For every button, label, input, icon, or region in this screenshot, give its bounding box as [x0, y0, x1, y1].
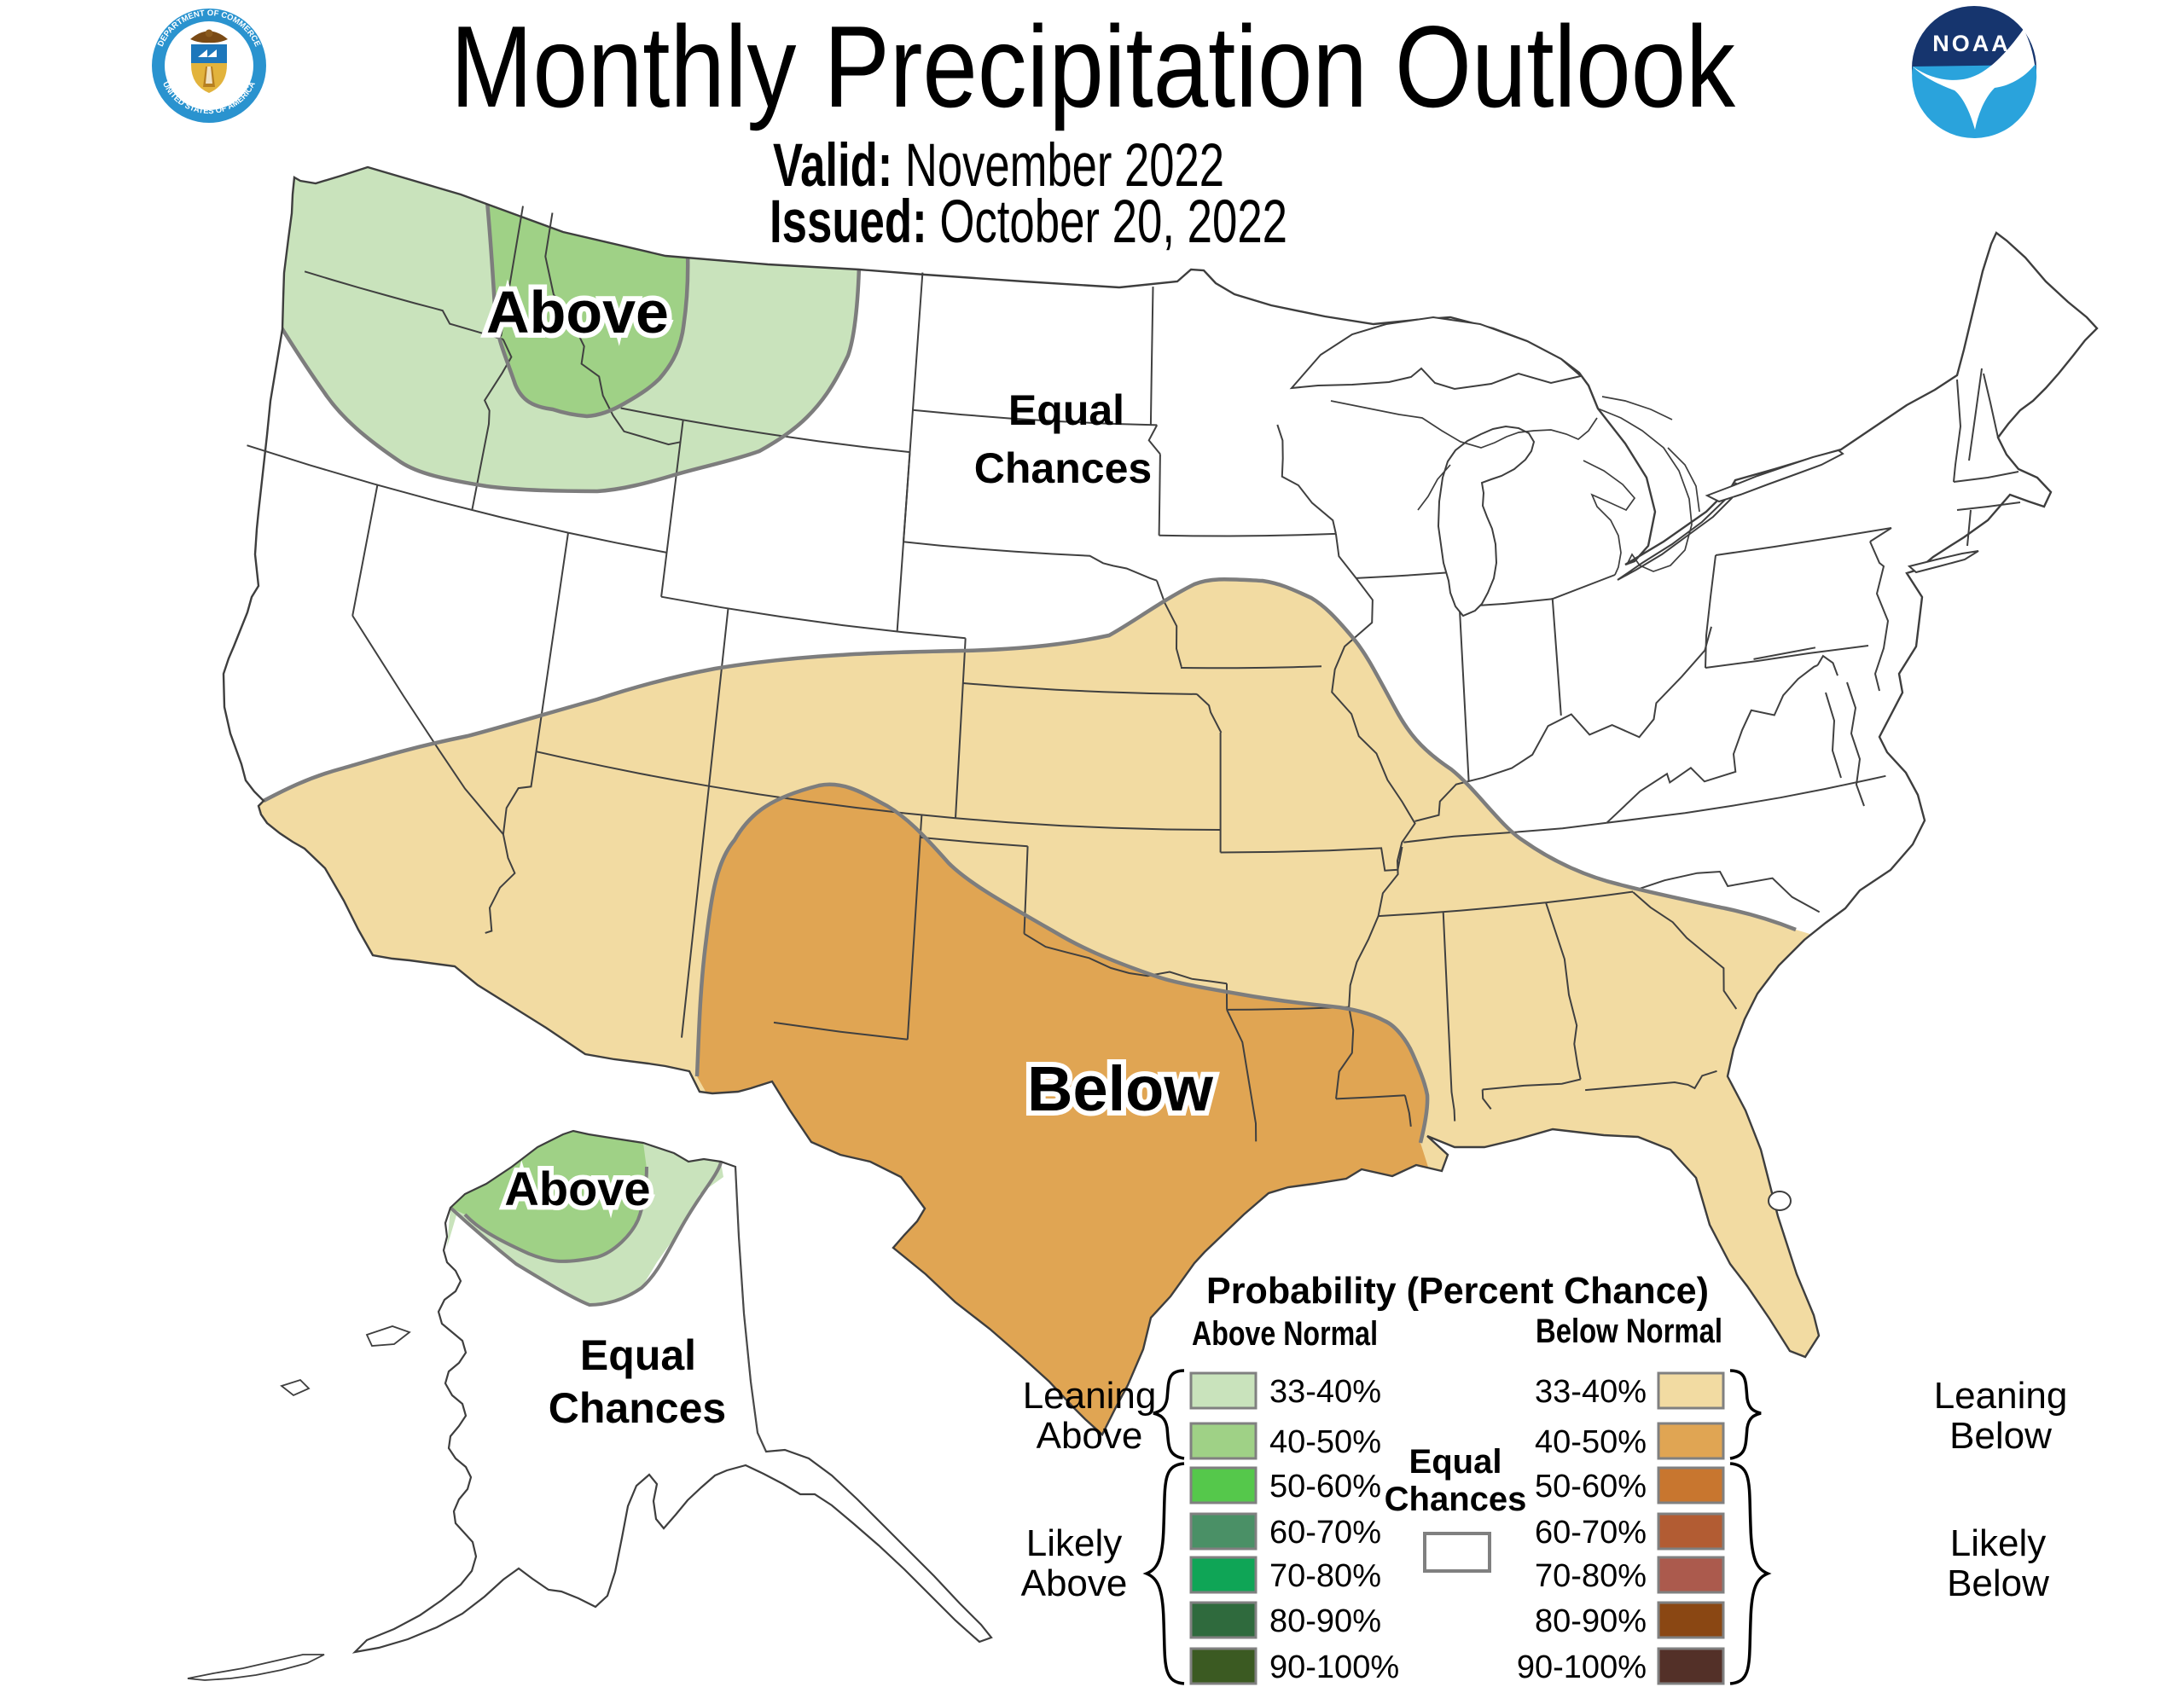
svg-text:Below: Below [1947, 1562, 2049, 1604]
svg-text:70-80%: 70-80% [1535, 1558, 1647, 1594]
svg-text:60-70%: 60-70% [1535, 1515, 1647, 1551]
svg-text:40-50%: 40-50% [1269, 1424, 1381, 1460]
svg-text:Below: Below [1949, 1415, 2052, 1457]
svg-text:80-90%: 80-90% [1535, 1603, 1647, 1639]
svg-text:Equal: Equal [1008, 386, 1124, 434]
svg-text:Issued: October 20, 2022: Issued: October 20, 2022 [770, 188, 1287, 256]
svg-text:Above: Above [1021, 1562, 1128, 1604]
svg-text:Likely: Likely [1950, 1522, 2047, 1564]
svg-text:NOAA: NOAA [1932, 31, 2011, 56]
svg-text:Above: Above [486, 279, 669, 345]
svg-text:Above: Above [504, 1162, 650, 1215]
svg-text:Above Normal: Above Normal [1192, 1315, 1378, 1353]
svg-text:Chances: Chances [1385, 1481, 1527, 1518]
svg-text:Equal: Equal [1409, 1443, 1502, 1481]
svg-text:Chances: Chances [974, 444, 1152, 492]
svg-text:90-100%: 90-100% [1517, 1649, 1647, 1685]
svg-text:33-40%: 33-40% [1269, 1374, 1381, 1410]
svg-text:50-60%: 50-60% [1269, 1469, 1381, 1504]
svg-text:Probability (Percent Chance): Probability (Percent Chance) [1206, 1270, 1709, 1312]
svg-text:Above: Above [1037, 1415, 1143, 1457]
svg-text:90-100%: 90-100% [1269, 1649, 1399, 1685]
svg-text:Equal: Equal [580, 1331, 696, 1379]
svg-text:Leaning: Leaning [1934, 1375, 2068, 1417]
svg-text:Monthly Precipitation Outlook: Monthly Precipitation Outlook [450, 2, 1736, 131]
svg-text:70-80%: 70-80% [1269, 1558, 1381, 1594]
svg-text:40-50%: 40-50% [1535, 1424, 1647, 1460]
svg-text:Below: Below [1027, 1053, 1213, 1124]
svg-text:Chances: Chances [549, 1384, 726, 1432]
svg-text:80-90%: 80-90% [1269, 1603, 1381, 1639]
svg-text:Below Normal: Below Normal [1536, 1313, 1722, 1350]
svg-text:60-70%: 60-70% [1269, 1515, 1381, 1551]
svg-text:50-60%: 50-60% [1535, 1469, 1647, 1504]
svg-text:Leaning: Leaning [1023, 1375, 1157, 1417]
svg-text:33-40%: 33-40% [1535, 1374, 1647, 1410]
svg-text:Likely: Likely [1026, 1522, 1123, 1564]
svg-text:Valid: November 2022: Valid: November 2022 [773, 132, 1224, 200]
